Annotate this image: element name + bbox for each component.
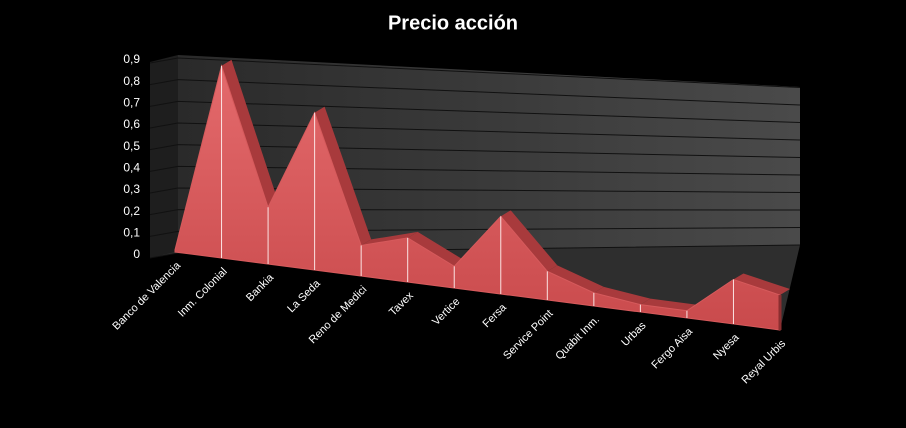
grid-line [149, 122, 801, 141]
area-top [221, 59, 279, 208]
area-top [733, 273, 790, 296]
y-tick-label: 0,3 [123, 182, 140, 196]
grid-line [149, 227, 801, 237]
y-tick-label: 0,2 [123, 204, 140, 218]
chart-title: Precio acción [388, 12, 518, 34]
y-tick-label: 0,1 [123, 226, 140, 240]
y-tick-label: 0,9 [123, 52, 140, 66]
area-top [314, 106, 372, 246]
area-top [361, 231, 418, 246]
grid-line [149, 79, 801, 106]
y-tick-label: 0 [133, 247, 140, 261]
grid-line [149, 100, 801, 123]
area-top [593, 286, 651, 305]
y-tick-label: 0,5 [123, 139, 140, 153]
y-tick-label: 0,7 [123, 96, 140, 110]
grid-line [149, 57, 801, 88]
y-tick-label: 0,4 [123, 161, 140, 175]
side-wall [150, 55, 178, 258]
area-top [547, 265, 604, 293]
grid-line [149, 244, 801, 259]
y-tick-label: 0,6 [123, 117, 140, 131]
grid-line [149, 187, 801, 194]
area-top [500, 210, 558, 272]
grid-line [149, 165, 801, 176]
y-tick-label: 0,8 [123, 74, 140, 88]
grid-line [149, 144, 801, 158]
grid-line [149, 209, 801, 216]
area-top [407, 231, 465, 267]
area-top [640, 298, 697, 311]
